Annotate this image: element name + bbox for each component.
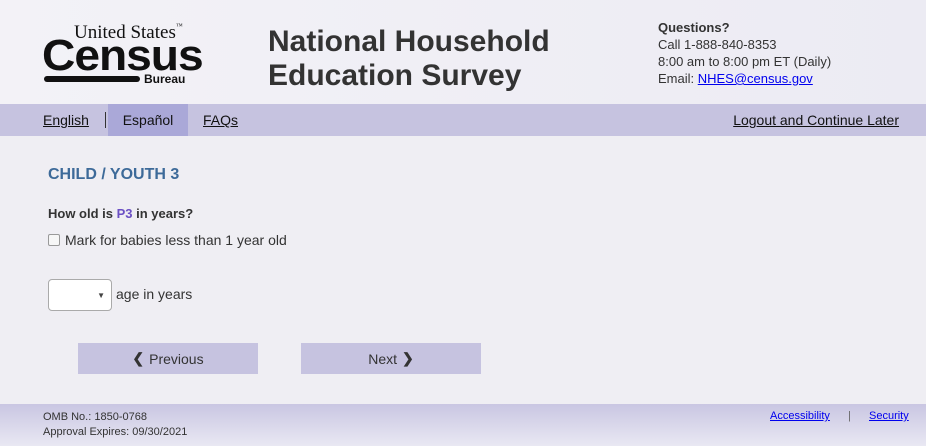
nav-english[interactable]: English [43,112,89,128]
email-link[interactable]: NHES@census.gov [697,71,813,86]
logout-link[interactable]: Logout and Continue Later [733,112,899,128]
nav-divider [105,112,106,128]
babies-checkbox[interactable]: Mark for babies less than 1 year old [48,232,287,248]
omb-number: OMB No.: 1850-0768 [43,411,147,423]
question: How old is P3 in years? [48,206,194,221]
main-content: CHILD / YOUTH 3 How old is P3 in years? … [0,136,926,404]
header: United States™ Census Bureau National Ho… [0,0,926,104]
nav-espanol[interactable]: Español [108,104,188,136]
logo-bureau: Bureau [144,72,186,86]
chevron-left-icon: ❮ [132,350,145,366]
footer: OMB No.: 1850-0768 Approval Expires: 09/3… [0,404,926,446]
security-link[interactable]: Security [869,410,909,422]
accessibility-link[interactable]: Accessibility [770,410,830,422]
age-label: age in years [116,286,193,302]
age-select[interactable]: ▼ [48,279,112,311]
census-logo[interactable]: United States™ Census Bureau [42,22,204,86]
chevron-right-icon: ❯ [402,350,414,366]
nav-faqs[interactable]: FAQs [203,112,239,128]
contact-info: Questions? Call 1-888-840-8353 8:00 am t… [658,20,832,86]
next-button[interactable]: Next ❯ [301,343,481,374]
footer-separator: | [848,410,851,422]
section-title: CHILD / YOUTH 3 [48,166,180,183]
logo-census: Census [42,31,204,80]
checkbox[interactable] [48,234,60,246]
logo-bar [44,76,140,82]
page-title: National Household Education Survey [268,25,550,92]
approval-expires: Approval Expires: 09/30/2021 [43,426,188,438]
logo-text: United States™ [74,22,183,43]
dropdown-arrow-icon: ▼ [97,291,105,300]
nav-bar: English Español FAQs Logout and Continue… [0,104,926,136]
previous-button[interactable]: ❮ Previous [78,343,258,374]
